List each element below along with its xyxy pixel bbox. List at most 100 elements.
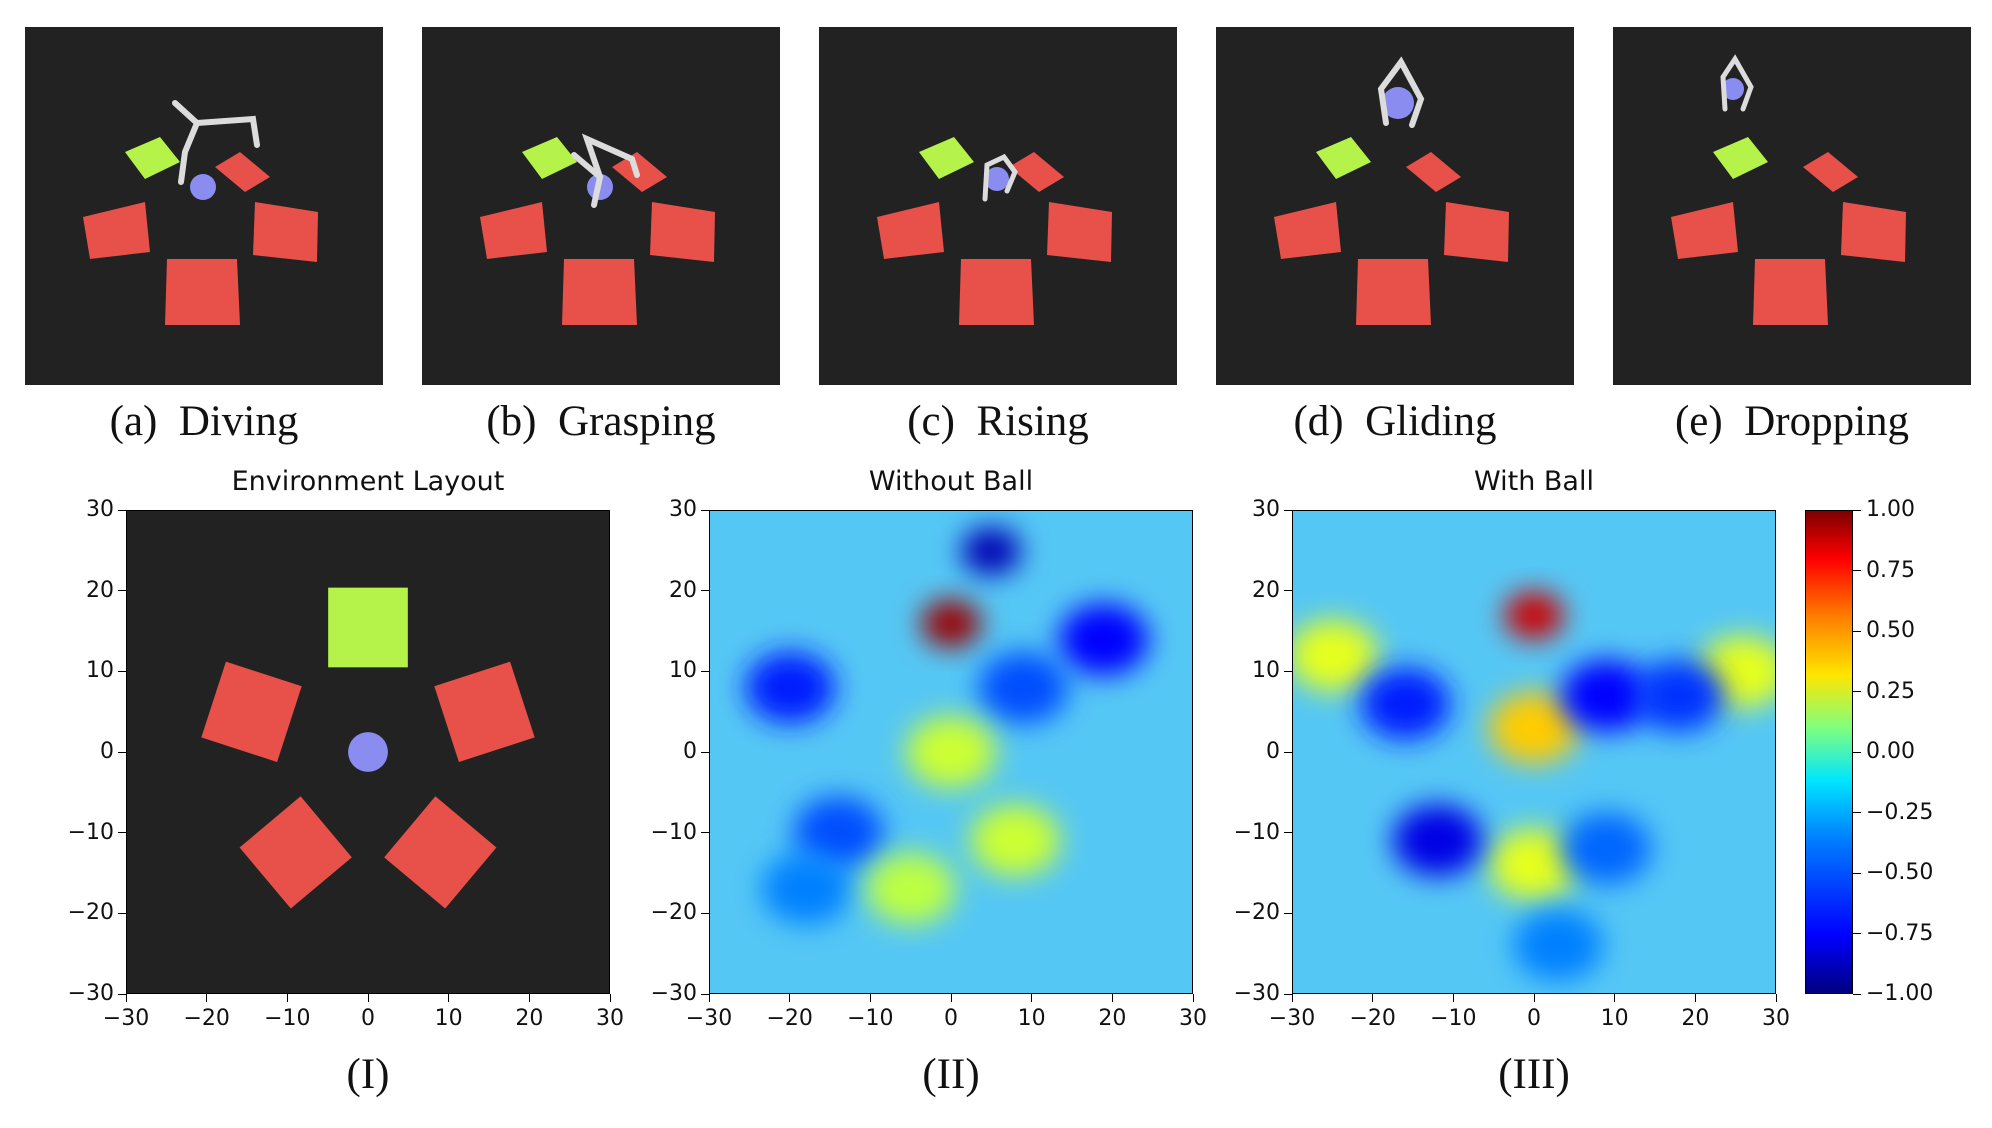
y-tick-mark [118,509,126,511]
target-pad [125,137,180,179]
y-tick-label: 20 [669,577,697,603]
frame-grasping [422,27,780,385]
x-tick-label: 30 [1762,1006,1790,1031]
with-ball-heatmap [1292,510,1776,994]
subcaption-rising: (c) Rising [819,397,1177,446]
colorbar-tick-mark [1853,872,1861,874]
y-tick-mark [118,590,126,592]
heatmap-hotspot [866,852,956,925]
subcaption-label: (d) [1293,398,1344,445]
y-tick-label: −20 [650,900,697,926]
y-tick-label: −30 [1233,981,1280,1006]
scene-gliding [1274,56,1509,325]
gripper [1720,54,1754,112]
x-tick-label: −10 [264,1006,311,1031]
x-tick-mark [869,994,871,1002]
x-tick-mark [708,994,710,1002]
subcaption-name: Diving [178,398,299,445]
frame-gliding [1216,27,1574,385]
colorbar [1805,510,1853,994]
pad [480,202,547,259]
y-tick-mark [701,912,709,914]
colorbar-tick-label: 1.00 [1866,497,1915,522]
x-tick-label: 30 [1179,1006,1207,1031]
x-tick-mark [448,994,450,1002]
target-pad [328,587,408,668]
layout-canvas [201,587,535,909]
subcaption-dropping: (e) Dropping [1613,397,1971,446]
y-tick-mark [118,912,126,914]
subcaption-diving: (a) Diving [25,397,383,446]
y-tick-label: 20 [86,577,114,603]
frame-dropping [1613,27,1971,385]
scene-rising [877,137,1112,325]
pad [877,202,944,259]
subcaption-grasping: (b) Grasping [422,397,780,446]
y-tick-label: −10 [650,819,697,845]
y-tick-label: −20 [1233,900,1280,926]
heatmap-hotspot [1633,659,1724,732]
colorbar-tick-mark [1853,691,1861,692]
heatmap-hotspot [921,599,981,648]
colorbar-tick-label: 0.75 [1866,557,1915,583]
heatmap-hotspot [970,804,1061,877]
environment-layout-plot [126,510,610,994]
x-tick-mark [1111,994,1113,1002]
y-tick-mark [1284,509,1292,511]
x-tick-label: −20 [766,1006,813,1031]
heatmap-hotspot [1392,804,1483,877]
colorbar-tick-label: 0.25 [1866,678,1915,704]
target-pad [522,137,577,179]
x-tick-label: 10 [434,1006,463,1031]
heatmap-hotspot [978,651,1069,724]
scene-diving [83,100,318,325]
pad [1671,202,1738,259]
pad [1274,202,1341,259]
y-tick-label: 20 [1252,577,1280,603]
target-pad [1713,137,1768,179]
x-tick-label: −30 [685,1006,733,1031]
ball [985,167,1009,191]
colorbar-tick-label: 0.00 [1866,739,1915,764]
x-tick-label: 10 [1600,1006,1629,1031]
pad [959,259,1034,325]
target-pad [1316,137,1371,179]
pad [1406,152,1461,192]
subcaption-label: (c) [907,398,955,445]
y-tick-mark [701,832,709,834]
heatmap-canvas [1293,591,1775,981]
pad [201,661,302,763]
subcaption-name: Grasping [558,398,716,445]
without-ball-heatmap [709,510,1193,994]
caption-with-ball: (III) [1498,1051,1570,1098]
pad [562,259,637,325]
y-tick-mark [701,509,709,511]
heatmap-hotspot [1561,659,1652,732]
heatmap-hotspot [1561,812,1652,885]
y-tick-label: 10 [86,658,114,684]
caption-environment-layout: (I) [346,1051,390,1098]
x-tick-label: −30 [102,1006,150,1031]
x-tick-mark [528,994,530,1002]
x-tick-mark [125,994,127,1002]
subcaption-name: Dropping [1744,398,1910,445]
y-tick-mark [1284,912,1292,914]
colorbar-tick-label: −0.75 [1866,920,1934,946]
scene-grasping [480,133,715,325]
colorbar-tick-mark [1853,570,1861,571]
x-tick-mark [1192,994,1194,1002]
y-tick-label: 10 [669,658,697,684]
pad [1444,202,1509,262]
y-tick-mark [1284,670,1292,672]
pad [1803,152,1858,192]
y-tick-mark [118,670,126,672]
pad [83,202,150,259]
pad [612,152,667,192]
y-tick-label: −10 [67,819,114,845]
subcaption-name: Rising [976,398,1089,445]
x-tick-mark [1533,994,1535,1002]
heatmap-hotspot [1360,667,1451,740]
x-tick-mark [286,994,288,1002]
heatmap-hotspot [961,527,1022,576]
x-tick-label: 0 [361,1006,375,1031]
